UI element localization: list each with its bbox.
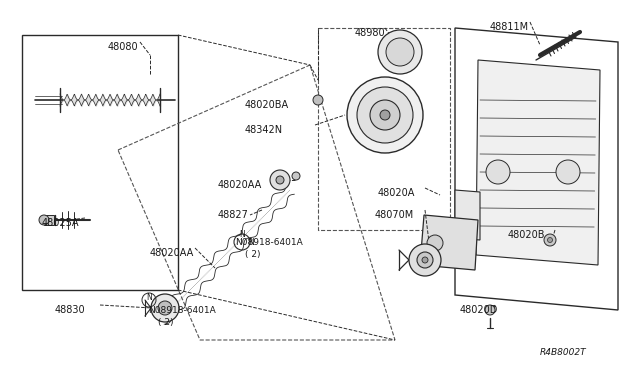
Circle shape (313, 95, 323, 105)
Polygon shape (455, 190, 480, 240)
Circle shape (370, 100, 400, 130)
Text: ( 2): ( 2) (245, 250, 260, 259)
Circle shape (556, 160, 580, 184)
Circle shape (547, 237, 552, 243)
Circle shape (378, 30, 422, 74)
Text: 48080: 48080 (108, 42, 139, 52)
Text: 48020A: 48020A (378, 188, 415, 198)
Text: N08918-6401A: N08918-6401A (148, 306, 216, 315)
Circle shape (158, 301, 172, 315)
Text: 48070M: 48070M (375, 210, 414, 220)
Text: ( 2): ( 2) (158, 318, 173, 327)
Circle shape (417, 252, 433, 268)
Text: 48342N: 48342N (245, 125, 283, 135)
Text: 48811M: 48811M (490, 22, 529, 32)
Text: 48980: 48980 (355, 28, 386, 38)
Text: R4B8002T: R4B8002T (540, 348, 587, 357)
Circle shape (486, 160, 510, 184)
Circle shape (544, 234, 556, 246)
Text: 48020BA: 48020BA (245, 100, 289, 110)
Text: 48827: 48827 (218, 210, 249, 220)
Circle shape (347, 77, 423, 153)
Circle shape (357, 87, 413, 143)
Text: N: N (239, 230, 245, 238)
Circle shape (276, 176, 284, 184)
Text: 48830: 48830 (55, 305, 86, 315)
Circle shape (292, 172, 300, 180)
Text: N08918-6401A: N08918-6401A (235, 238, 303, 247)
Circle shape (380, 110, 390, 120)
Text: 48020B: 48020B (508, 230, 545, 240)
Polygon shape (420, 215, 478, 270)
Polygon shape (44, 215, 54, 225)
Circle shape (386, 38, 414, 66)
Circle shape (427, 235, 443, 251)
Circle shape (151, 294, 179, 322)
Polygon shape (476, 60, 600, 265)
Circle shape (39, 215, 49, 225)
Text: 48020AA: 48020AA (218, 180, 262, 190)
Circle shape (422, 257, 428, 263)
Text: 48020D: 48020D (460, 305, 499, 315)
Circle shape (485, 305, 495, 315)
Text: N: N (248, 238, 253, 247)
Circle shape (270, 170, 290, 190)
Circle shape (409, 244, 441, 276)
Text: 48025A: 48025A (42, 218, 79, 228)
Text: 48020AA: 48020AA (150, 248, 195, 258)
Text: N: N (146, 294, 152, 302)
